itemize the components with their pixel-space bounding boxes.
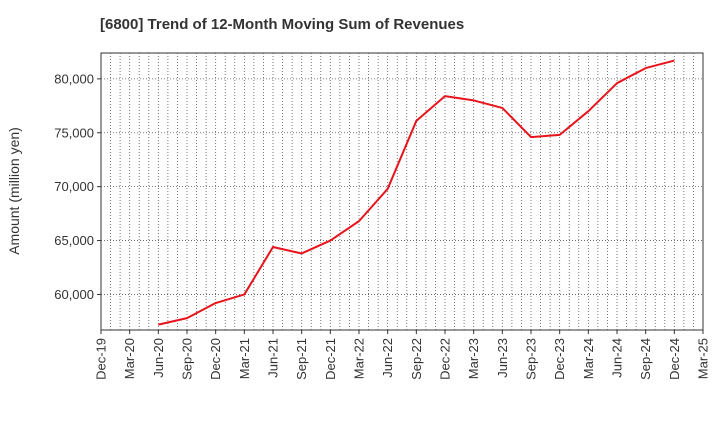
x-tick-label: Jun-21 (266, 338, 281, 378)
x-tick-label: Sep-21 (294, 338, 309, 380)
chart-title: [6800] Trend of 12-Month Moving Sum of R… (100, 16, 465, 33)
x-tick-label: Mar-21 (237, 338, 252, 379)
x-tick-label: Dec-20 (208, 338, 223, 380)
x-tick-label: Mar-23 (466, 338, 481, 379)
x-tick-label: Dec-23 (552, 338, 567, 380)
x-tick-label: Sep-22 (409, 338, 424, 380)
x-tick-label: Mar-22 (352, 338, 367, 379)
y-tick-label: 60,000 (54, 287, 94, 302)
grid-lines (101, 53, 703, 330)
x-tick-label: Mar-25 (696, 338, 711, 379)
x-tick-label: Dec-19 (94, 338, 109, 380)
revenue-series-line (158, 59, 675, 326)
y-axis-ticks: 60,000 65,000 70,000 75,000 80,000 (54, 71, 101, 302)
x-tick-label: Mar-24 (581, 338, 596, 379)
x-tick-label: Sep-20 (180, 338, 195, 380)
x-tick-label: Sep-24 (638, 338, 653, 380)
x-tick-label: Jun-22 (380, 338, 395, 378)
y-tick-label: 65,000 (54, 233, 94, 248)
x-tick-label: Dec-22 (438, 338, 453, 380)
x-axis-ticks: Dec-19 Mar-20 Jun-20 Sep-20 Dec-20 Mar-21 Jun-… (94, 330, 711, 380)
x-tick-label: Jun-20 (151, 338, 166, 378)
x-tick-label: Sep-23 (524, 338, 539, 380)
y-axis-label: Amount (million yen) (6, 127, 22, 255)
x-tick-label: Jun-23 (495, 338, 510, 378)
series-layer (158, 59, 675, 326)
y-tick-label: 75,000 (54, 125, 94, 140)
x-tick-label: Dec-24 (667, 338, 682, 380)
y-tick-label: 70,000 (54, 179, 94, 194)
x-tick-label: Dec-21 (323, 338, 338, 380)
x-tick-label: Jun-24 (610, 338, 625, 378)
x-tick-label: Mar-20 (122, 338, 137, 379)
y-tick-label: 80,000 (54, 71, 94, 86)
plot-area (100, 52, 704, 331)
